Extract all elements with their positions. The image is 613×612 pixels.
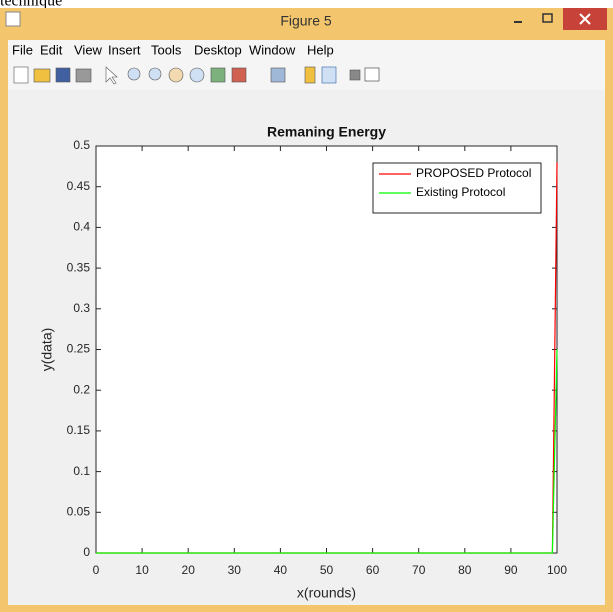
y-tick-label: 0	[83, 545, 90, 559]
x-tick-label: 20	[182, 563, 196, 577]
x-tick-label: 100	[547, 563, 567, 577]
y-tick-label: 0.45	[67, 179, 91, 193]
x-tick-label: 40	[274, 563, 288, 577]
y-tick-label: 0.35	[67, 260, 91, 274]
toolbar	[13, 66, 380, 85]
menu-bar: File Edit View Insert Tools Desktop Window Help	[12, 42, 334, 57]
x-tick-label: 50	[320, 563, 334, 577]
x-tick-label: 10	[135, 563, 149, 577]
x-tick-label: 70	[412, 563, 426, 577]
legend-label: PROPOSED Protocol	[416, 166, 531, 180]
x-tick-label: 90	[504, 563, 518, 577]
menu-item[interactable]: View	[74, 42, 103, 57]
menu-item[interactable]: Window	[249, 42, 296, 57]
y-tick-label: 0.25	[67, 342, 91, 356]
legend-label: Existing Protocol	[416, 185, 505, 199]
series-line	[96, 349, 558, 554]
x-axis-label: x(rounds)	[297, 585, 356, 601]
menu-item[interactable]: File	[12, 42, 33, 57]
tool-rotate[interactable]	[189, 67, 205, 83]
y-tick-label: 0.4	[73, 220, 90, 234]
y-tick-label: 0.05	[67, 504, 91, 518]
y-tick-label: 0.15	[67, 423, 91, 437]
menu-item[interactable]: Help	[307, 42, 334, 57]
y-tick-label: 0.3	[73, 301, 90, 315]
axes-box	[95, 145, 558, 554]
y-tick-label: 0.1	[73, 464, 90, 478]
y-tick-label: 0.5	[73, 138, 90, 152]
menu-item[interactable]: Desktop	[194, 42, 242, 57]
tool-pan[interactable]	[168, 67, 184, 83]
y-axis-label: y(data)	[39, 328, 55, 372]
close-icon	[579, 13, 591, 25]
legend-box	[372, 162, 542, 214]
tool-pointer[interactable]	[105, 66, 118, 85]
window-icon	[5, 11, 21, 27]
tool-save[interactable]	[55, 67, 71, 83]
tool-zoom-out[interactable]	[148, 67, 162, 81]
tool-hide[interactable]	[349, 69, 361, 81]
tool-open[interactable]	[33, 68, 51, 83]
y-tick-label: 0.2	[73, 382, 90, 396]
x-tick-label: 60	[366, 563, 380, 577]
plot: Remaning Energy x(rounds) y(data) 0 10 20 30 40…	[39, 124, 568, 601]
maximize-button[interactable]	[542, 13, 553, 23]
menu-item[interactable]: Tools	[151, 42, 182, 57]
tool-new[interactable]	[13, 66, 29, 84]
x-tick-label: 30	[228, 563, 242, 577]
tool-colorbar[interactable]	[304, 66, 316, 84]
menu-item[interactable]: Edit	[40, 42, 63, 57]
chart-title: Remaning Energy	[267, 124, 386, 140]
x-tick-label: 0	[93, 563, 100, 577]
tool-zoom-in[interactable]	[127, 67, 141, 81]
x-tick-label: 80	[458, 563, 472, 577]
tool-link[interactable]	[270, 67, 286, 83]
tool-legend[interactable]	[321, 66, 337, 84]
tool-show[interactable]	[364, 67, 380, 82]
menu-item[interactable]: Insert	[108, 42, 141, 57]
tool-brush[interactable]	[231, 67, 247, 83]
tool-print[interactable]	[75, 68, 92, 83]
window-title: Figure 5	[280, 13, 332, 29]
tool-datacursor[interactable]	[210, 67, 226, 83]
top-text: technique	[0, 0, 62, 10]
